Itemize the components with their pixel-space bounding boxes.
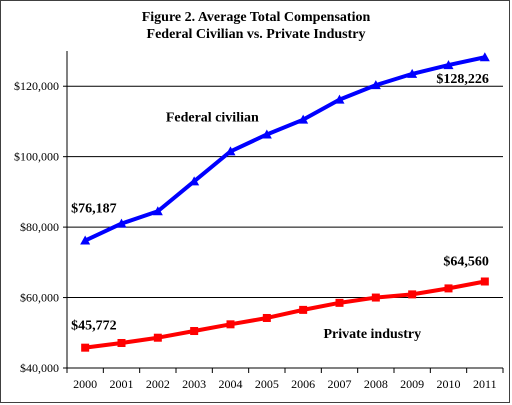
label-layer: $76,187 $128,226 $45,772 $64,560 Federal civ… (71, 72, 489, 342)
axis-layer: $40,000 $60,000 $80,000 $100,000 $120,000 200… (14, 51, 504, 391)
data-point-triangle (407, 68, 418, 78)
data-point-triangle (334, 94, 345, 104)
data-point-square (226, 320, 235, 329)
x-tick-label: 2001 (110, 377, 134, 391)
data-point-square (444, 284, 453, 293)
data-point-triangle (152, 206, 163, 216)
data-point-square (262, 313, 271, 322)
annotation-priv-start: $45,772 (71, 319, 117, 334)
annotation-priv-end: $64,560 (443, 254, 489, 269)
data-point-triangle (189, 176, 200, 186)
data-point-square (335, 298, 344, 307)
x-tick-label: 2008 (364, 377, 388, 391)
x-tick-label: 2002 (146, 377, 170, 391)
data-point-square (153, 333, 162, 342)
x-tick-label: 2010 (437, 377, 461, 391)
x-tick-label: 2000 (73, 377, 97, 391)
data-point-triangle (298, 114, 309, 124)
series-label-private: Private industry (324, 327, 422, 342)
data-point-triangle (225, 146, 236, 156)
annotation-fed-end: $128,226 (436, 72, 489, 87)
series-label-federal: Federal civilian (166, 110, 259, 125)
data-point-square (299, 305, 308, 314)
x-tick-label: 2009 (400, 377, 424, 391)
x-tick-label: 2011 (473, 377, 497, 391)
y-tick-label: $40,000 (20, 361, 59, 375)
data-point-triangle (116, 218, 127, 228)
data-point-square (408, 290, 417, 299)
x-tick-label: 2005 (255, 377, 279, 391)
data-point-triangle (370, 80, 381, 90)
x-tick-label: 2003 (182, 377, 206, 391)
y-tick-label: $100,000 (14, 150, 59, 164)
x-tick-label: 2004 (219, 377, 243, 391)
grid-layer (67, 85, 503, 299)
data-point-square (190, 327, 199, 336)
data-point-triangle (479, 52, 490, 62)
data-point-square (117, 338, 126, 347)
chart-title: Figure 2. Average Total Compensation Fed… (1, 9, 511, 43)
series-layer (80, 52, 490, 352)
data-point-square (81, 343, 90, 352)
chart-title-line1: Figure 2. Average Total Compensation (141, 10, 371, 25)
data-point-square (480, 277, 489, 286)
series-line-private (84, 279, 486, 350)
series-line-federal (84, 55, 486, 243)
y-tick-label: $120,000 (14, 79, 59, 93)
annotation-fed-start: $76,187 (71, 202, 117, 217)
data-point-triangle (443, 60, 454, 70)
data-point-triangle (261, 129, 272, 139)
chart-title-line2: Federal Civilian vs. Private Industry (146, 27, 366, 42)
data-point-triangle (80, 235, 91, 245)
y-tick-label: $60,000 (20, 291, 59, 305)
y-tick-label: $80,000 (20, 220, 59, 234)
x-tick-label: 2007 (328, 377, 352, 391)
data-point-square (371, 293, 380, 302)
x-tick-label: 2006 (291, 377, 315, 391)
